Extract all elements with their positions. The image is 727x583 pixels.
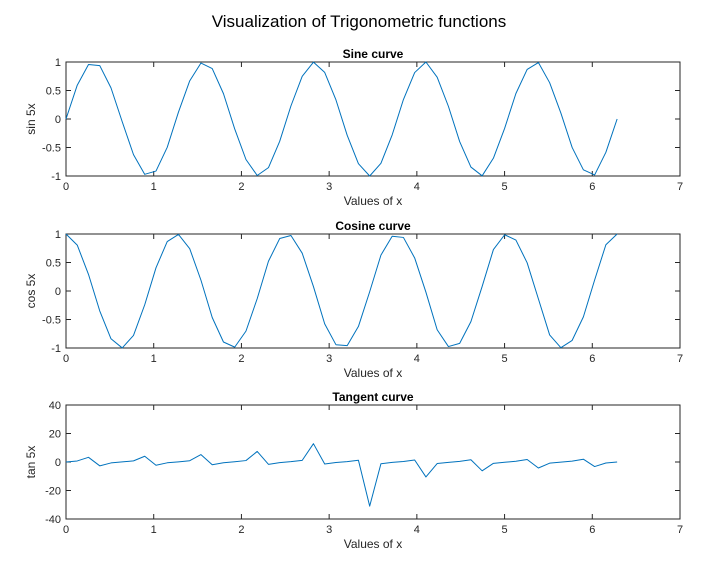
tangent-plot-title: Tangent curve: [332, 390, 413, 404]
sine-series-line: [65, 61, 618, 177]
cosine-series-line: [65, 233, 618, 349]
sine-xtick-label: 1: [151, 181, 157, 193]
tangent-ytick-label: 20: [49, 429, 61, 441]
cosine-plot-title: Cosine curve: [335, 219, 411, 233]
tangent-xtick-label: 2: [238, 524, 244, 536]
tangent-ytick-label: 40: [49, 400, 61, 412]
cosine-xtick-label: 5: [502, 353, 508, 365]
cosine-xtick-label: 7: [677, 353, 683, 365]
tangent-plot-ylabel: tan 5x: [24, 446, 38, 479]
sine-plot-ylabel: sin 5x: [24, 103, 38, 134]
sine-xtick-label: 3: [326, 181, 332, 193]
tangent-xtick-label: 1: [151, 524, 157, 536]
sine-plot: Sine curve Values of x sin 5x 0 1 2 3 4 5 6 7 1 0…: [24, 47, 683, 208]
cosine-ytick-label: 0.5: [46, 258, 61, 270]
sine-xtick-label: 2: [238, 181, 244, 193]
cosine-ytick-label: -1: [51, 343, 61, 355]
sine-xtick-label: 7: [677, 181, 683, 193]
tangent-ytick-label: -40: [45, 514, 61, 526]
tangent-ytick-label: 0: [55, 457, 61, 469]
tangent-plot-frame: [65, 404, 681, 520]
cosine-plot-frame: [65, 233, 681, 349]
sine-plot-title: Sine curve: [343, 47, 404, 61]
tangent-xtick-label: 0: [63, 524, 69, 536]
tangent-xtick-label: 3: [326, 524, 332, 536]
tangent-xtick-label: 7: [677, 524, 683, 536]
cosine-xtick-label: 2: [238, 353, 244, 365]
tangent-series-line: [65, 443, 618, 507]
tangent-plot-xlabel: Values of x: [344, 537, 402, 551]
tangent-xtick-label: 6: [589, 524, 595, 536]
cosine-plot-ylabel: cos 5x: [24, 274, 38, 309]
cosine-ytick-label: 0: [55, 286, 61, 298]
sine-ytick-label: 0: [55, 114, 61, 126]
cosine-plot-xlabel: Values of x: [344, 366, 402, 380]
tangent-plot: Tangent curve Values of x tan 5x 0 1 2 3 4 5 6…: [24, 390, 683, 551]
tangent-xtick-label: 5: [502, 524, 508, 536]
cosine-xtick-label: 4: [414, 353, 420, 365]
sine-xtick-label: 4: [414, 181, 420, 193]
tangent-ytick-label: -20: [45, 486, 61, 498]
sine-ytick-label: -1: [51, 171, 61, 183]
sine-ytick-label: 0.5: [46, 86, 61, 98]
figure-title: Visualization of Trigonometric functions: [212, 12, 507, 31]
sine-ytick-label: -0.5: [42, 143, 61, 155]
cosine-plot: Cosine curve Values of x cos 5x 0 1 2 3 4 5 6 7…: [24, 219, 683, 380]
cosine-xtick-label: 6: [589, 353, 595, 365]
sine-xtick-label: 0: [63, 181, 69, 193]
sine-xtick-label: 6: [589, 181, 595, 193]
cosine-xtick-label: 0: [63, 353, 69, 365]
cosine-xtick-label: 1: [151, 353, 157, 365]
cosine-xtick-label: 3: [326, 353, 332, 365]
sine-plot-frame: [65, 61, 681, 177]
tangent-xtick-label: 4: [414, 524, 420, 536]
sine-xtick-label: 5: [502, 181, 508, 193]
cosine-ytick-label: 1: [55, 229, 61, 241]
cosine-ytick-label: -0.5: [42, 315, 61, 327]
sine-ytick-label: 1: [55, 57, 61, 69]
sine-plot-xlabel: Values of x: [344, 194, 402, 208]
